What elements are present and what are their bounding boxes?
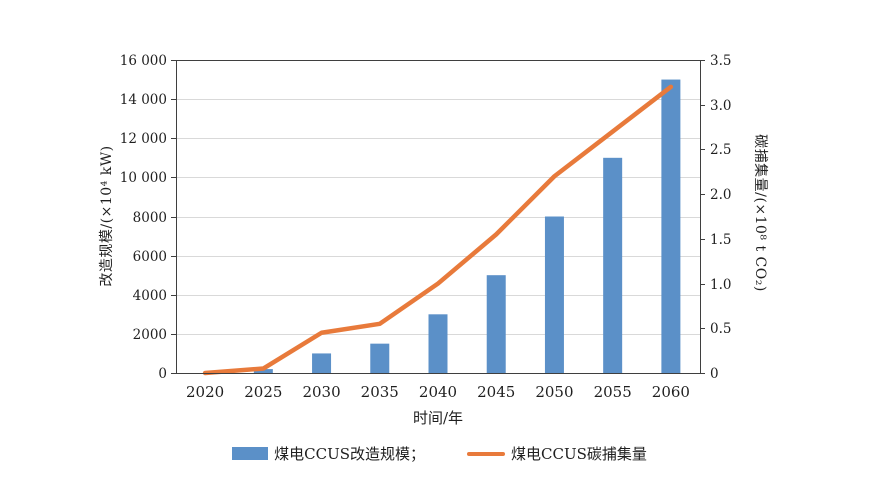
bar-2030 [312,353,332,373]
x-axis-title: 时间/年 [412,409,464,427]
bar-2050 [544,216,564,373]
right-axis-tick-label: 3.5 [710,53,731,69]
right-axis-tick-label: 1.0 [710,277,731,293]
left-axis-tick-label: 2000 [133,327,167,343]
left-axis-title: 改造规模/(×10⁴ kW) [99,145,115,287]
bar-2025 [253,369,273,373]
right-axis-title: 碳捕集量/(×10⁸ t CO₂) [752,134,768,292]
legend-label-line-series: 煤电CCUS碳捕集量 [511,445,647,463]
legend-item-bar-series: 煤电CCUS改造规模； [232,443,425,464]
plot-border [176,60,701,374]
left-axis-tick-label: 4000 [133,288,167,304]
legend: 煤电CCUS改造规模； 煤电CCUS碳捕集量 [0,443,879,464]
legend-label-bar-series: 煤电CCUS改造规模； [274,445,425,463]
x-axis-tick-label: 2045 [477,383,515,401]
x-axis-tick-label: 2025 [244,383,282,401]
x-axis-tick-label: 2055 [594,383,632,401]
x-axis-tick-label: 2040 [419,383,457,401]
left-axis-tick-label: 8000 [133,210,167,226]
x-axis-tick-label: 2050 [535,383,573,401]
left-axis-tick-label: 0 [158,366,167,382]
right-axis-tick-label: 0.5 [710,321,731,337]
x-axis-tick-label: 2020 [186,383,224,401]
right-axis-tick-label: 2.5 [710,142,731,158]
left-axis-tick-label: 10 000 [120,170,167,186]
line-series-swatch-icon [467,451,505,456]
left-axis-tick-label: 16 000 [120,53,167,69]
bar-series-swatch-icon [232,447,269,460]
x-axis-tick-label: 2030 [302,383,340,401]
right-axis-tick-label: 1.5 [710,232,731,248]
legend-item-line-series: 煤电CCUS碳捕集量 [467,443,647,464]
right-axis-tick-label: 3.0 [710,98,731,114]
line-series-path [202,84,674,376]
bar-2040 [428,314,448,373]
bar-2055 [603,157,623,373]
x-axis-tick-label: 2060 [652,383,690,401]
left-axis-tick-label: 14 000 [120,92,167,108]
right-axis-tick-label: 2.0 [710,187,731,203]
x-axis-tick-label: 2035 [361,383,399,401]
bar-2060 [661,79,681,373]
left-axis-tick-label: 6000 [133,249,167,265]
bar-2045 [486,275,506,373]
left-axis-tick-label: 12 000 [120,131,167,147]
right-axis-tick-label: 0 [710,366,719,382]
bar-2035 [370,343,390,373]
